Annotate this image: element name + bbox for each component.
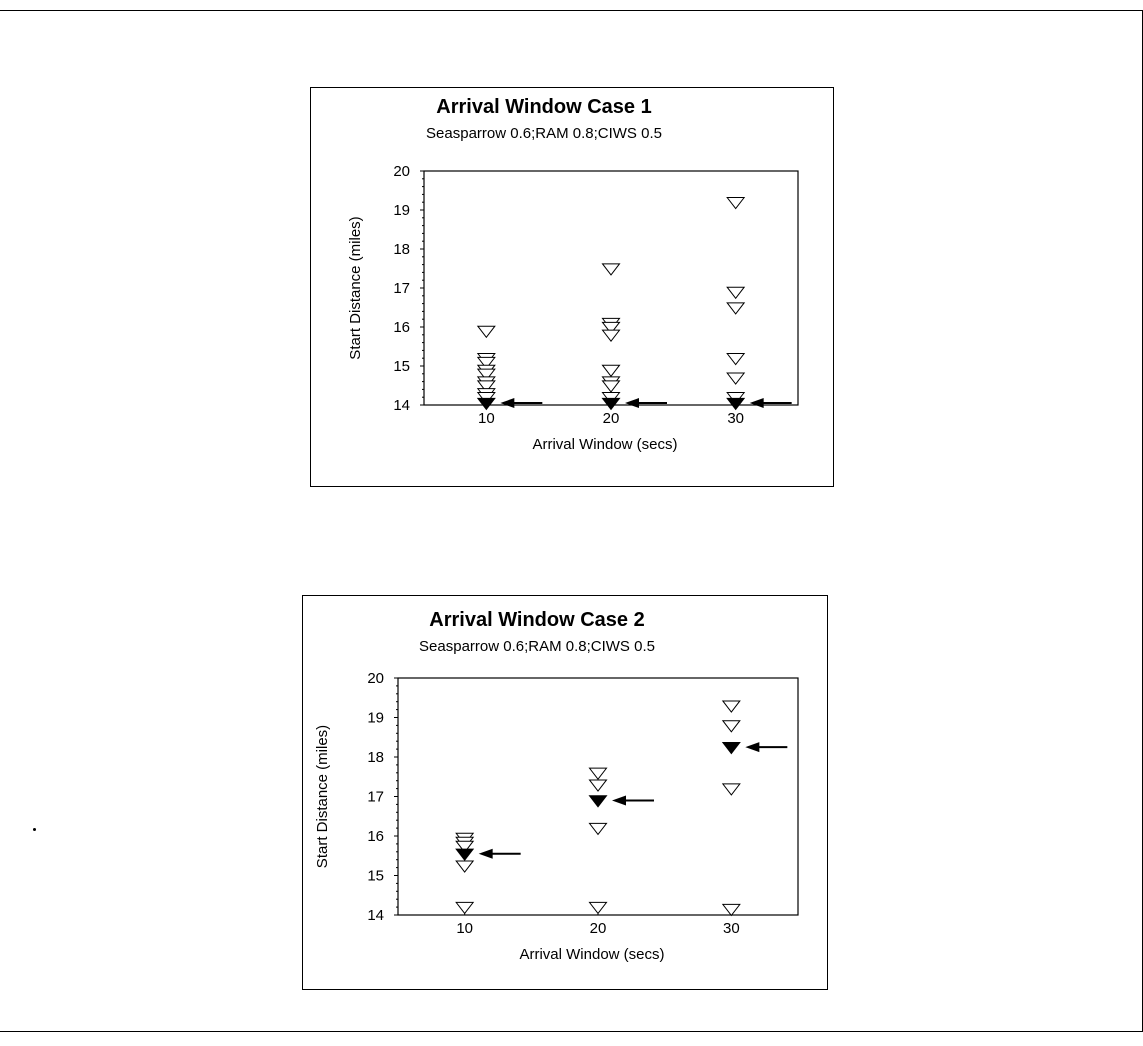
y-tick-label: 14 [393,397,410,414]
open-triangle-marker [588,779,608,792]
filled-triangle-marker [476,397,496,411]
x-tick-label: 10 [478,410,495,427]
y-tick-label: 20 [393,163,410,180]
open-triangle-marker [721,783,741,796]
open-triangle-marker [601,329,621,342]
filled-triangle-marker [726,397,746,411]
chart-title: Arrival Window Case 2 [429,609,644,631]
open-triangle-marker [726,302,746,315]
x-axis-label: Arrival Window (secs) [532,436,677,453]
arrow-head [500,398,515,409]
open-triangle-marker [476,380,496,393]
chart-title: Arrival Window Case 1 [436,96,651,118]
chart-frame [302,595,828,990]
y-tick-label: 15 [393,358,410,375]
y-tick-label: 18 [393,241,410,258]
filled-triangle-marker [455,848,475,861]
open-triangle-marker [476,325,496,339]
open-triangle-marker [601,380,621,393]
open-triangle-marker [476,368,496,381]
open-triangle-marker [721,720,741,733]
open-triangle-marker [726,353,746,366]
open-triangle-marker [726,197,746,210]
x-tick-label: 10 [456,920,473,937]
chart-svg: Arrival Window Case 2 Seasparrow 0.6;RAM … [302,595,828,990]
y-axis-label: Start Distance (miles) [347,216,364,359]
x-tick-label: 30 [723,920,740,937]
y-tick-label: 15 [367,868,384,885]
chart-case-2: Arrival Window Case 2 Seasparrow 0.6;RAM … [302,595,828,990]
chart-svg: Arrival Window Case 1 Seasparrow 0.6;RAM … [310,87,834,487]
chart-subtitle: Seasparrow 0.6;RAM 0.8;CIWS 0.5 [426,125,662,142]
y-tick-label: 19 [393,202,410,219]
chart-subtitle: Seasparrow 0.6;RAM 0.8;CIWS 0.5 [419,638,655,655]
open-triangle-marker [455,901,475,915]
y-tick-label: 19 [367,710,384,727]
open-triangle-marker [455,860,475,873]
y-tick-label: 14 [367,907,384,924]
y-axis-label: Start Distance (miles) [314,725,331,868]
open-triangle-marker [601,321,621,335]
y-tick-label: 17 [393,280,410,297]
filled-triangle-marker [721,741,741,755]
open-triangle-marker [721,700,741,713]
arrow-head [745,742,760,753]
filled-triangle-marker [601,397,621,411]
arrow-head [612,795,626,806]
open-triangle-marker [601,364,621,378]
x-tick-label: 20 [603,410,620,427]
y-tick-label: 18 [367,749,384,766]
arrow-head [625,398,639,409]
x-tick-label: 20 [590,920,607,937]
arrow-head [749,398,764,409]
open-triangle-marker [601,263,621,276]
y-tick-label: 17 [367,789,384,806]
open-triangle-marker [588,901,608,915]
stray-dot [33,828,36,831]
chart-case-1: Arrival Window Case 1 Seasparrow 0.6;RAM … [310,87,834,487]
y-tick-label: 16 [393,319,410,336]
open-triangle-marker [476,356,496,370]
open-triangle-marker [721,903,741,917]
open-triangle-marker [726,286,746,300]
x-axis-label: Arrival Window (secs) [519,946,664,963]
open-triangle-marker [726,372,746,385]
arrow-head [478,848,493,859]
open-triangle-marker [455,840,475,854]
y-tick-label: 16 [367,828,384,845]
open-triangle-marker [588,822,608,836]
y-tick-label: 20 [367,670,384,687]
open-triangle-marker [588,767,608,780]
x-tick-label: 30 [727,410,744,427]
chart-frame [310,87,834,487]
filled-triangle-marker [588,795,608,808]
